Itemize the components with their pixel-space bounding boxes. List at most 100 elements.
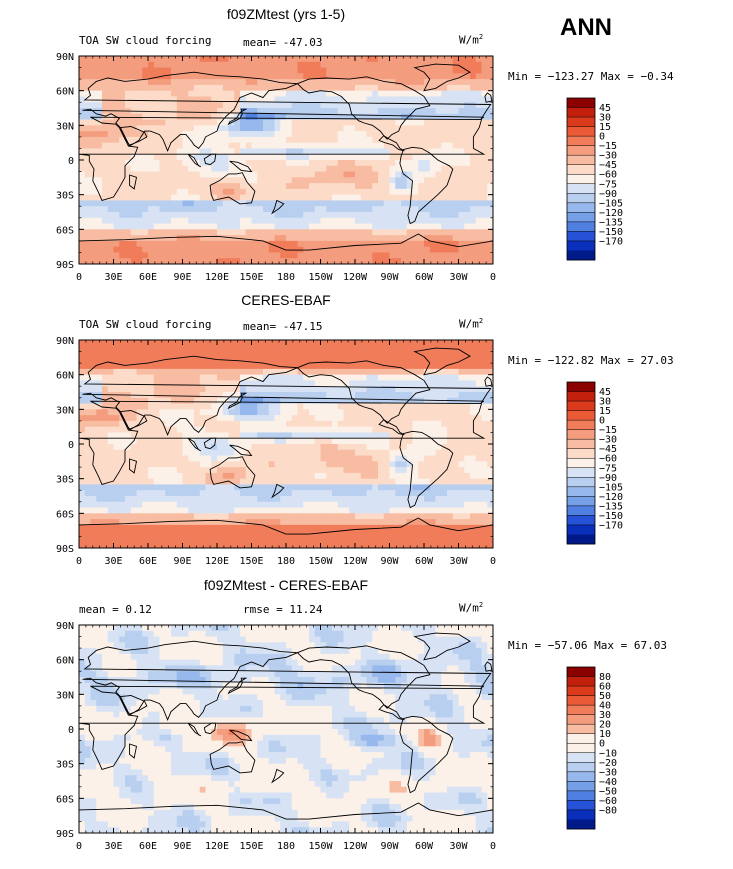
colorbar-swatch bbox=[567, 515, 595, 525]
x-tick-label: 120W bbox=[343, 841, 368, 852]
x-tick-label: 60W bbox=[415, 841, 434, 852]
y-tick-label: 60N bbox=[56, 371, 74, 382]
colorbar-swatch bbox=[567, 222, 595, 232]
colorbar-swatch bbox=[567, 250, 595, 260]
colorbar-label: −170 bbox=[599, 236, 623, 247]
colorbar-swatch bbox=[567, 819, 595, 829]
colorbar-swatch bbox=[567, 506, 595, 516]
colorbar-swatch bbox=[567, 686, 595, 696]
x-tick-label: 0 bbox=[76, 556, 82, 567]
y-tick-label: 90S bbox=[56, 829, 74, 840]
colorbar-swatch bbox=[567, 98, 595, 108]
colorbar-swatch bbox=[567, 117, 595, 127]
colorbar-label: −170 bbox=[599, 520, 623, 531]
y-tick-label: 90N bbox=[56, 336, 74, 347]
x-tick-label: 150E bbox=[239, 272, 263, 283]
x-tick-label: 30W bbox=[449, 272, 468, 283]
colorbar-swatch bbox=[567, 458, 595, 468]
colorbar-swatch bbox=[567, 439, 595, 449]
colorbar-model: 4530150−15−30−45−60−75−90−105−120−135−15… bbox=[560, 92, 680, 272]
y-tick-label: 90N bbox=[56, 52, 74, 63]
colorbar-swatch bbox=[567, 705, 595, 715]
x-tick-label: 120E bbox=[205, 841, 229, 852]
x-tick-label: 0 bbox=[490, 272, 496, 283]
colorbar-swatch bbox=[567, 411, 595, 421]
y-tick-label: 90S bbox=[56, 260, 74, 271]
x-tick-label: 90W bbox=[380, 841, 399, 852]
x-tick-label: 60W bbox=[415, 556, 434, 567]
x-tick-label: 180 bbox=[277, 556, 295, 567]
colorbar-swatch bbox=[567, 781, 595, 791]
x-tick-label: 120W bbox=[343, 272, 368, 283]
y-tick-label: 30S bbox=[56, 191, 74, 202]
x-tick-label: 180 bbox=[277, 272, 295, 283]
x-tick-label: 30E bbox=[104, 841, 122, 852]
colorbar-swatch bbox=[567, 420, 595, 430]
x-tick-label: 90E bbox=[173, 841, 191, 852]
x-tick-label: 60E bbox=[139, 556, 157, 567]
x-tick-label: 180 bbox=[277, 841, 295, 852]
colorbar-swatch bbox=[567, 534, 595, 544]
y-tick-label: 30N bbox=[56, 121, 74, 132]
y-tick-label: 30N bbox=[56, 690, 74, 701]
colorbar-swatch bbox=[567, 677, 595, 687]
colorbar-swatch bbox=[567, 146, 595, 156]
colorbar-swatch bbox=[567, 203, 595, 213]
y-tick-label: 90N bbox=[56, 621, 74, 632]
colorbar-swatch bbox=[567, 430, 595, 440]
colorbar-swatch bbox=[567, 734, 595, 744]
y-tick-label: 30N bbox=[56, 405, 74, 416]
x-tick-label: 150W bbox=[308, 556, 333, 567]
y-tick-label: 0 bbox=[68, 440, 74, 451]
x-tick-label: 60E bbox=[139, 272, 157, 283]
colorbar-swatch bbox=[567, 791, 595, 801]
x-tick-label: 30W bbox=[449, 556, 468, 567]
x-tick-label: 30E bbox=[104, 556, 122, 567]
colorbar-swatch bbox=[567, 165, 595, 175]
x-tick-label: 150E bbox=[239, 556, 263, 567]
colorbar-swatch bbox=[567, 753, 595, 763]
colorbar-swatch bbox=[567, 772, 595, 782]
colorbar-swatch bbox=[567, 667, 595, 677]
y-tick-label: 30S bbox=[56, 475, 74, 486]
colorbar-swatch bbox=[567, 382, 595, 392]
x-tick-label: 120E bbox=[205, 556, 229, 567]
colorbar-swatch bbox=[567, 241, 595, 251]
x-tick-label: 90E bbox=[173, 556, 191, 567]
colorbar-swatch bbox=[567, 136, 595, 146]
colorbar-swatch bbox=[567, 231, 595, 241]
colorbar-swatch bbox=[567, 449, 595, 459]
x-tick-label: 150E bbox=[239, 841, 263, 852]
x-tick-label: 90W bbox=[380, 272, 399, 283]
x-tick-label: 150W bbox=[308, 841, 333, 852]
x-tick-label: 0 bbox=[76, 272, 82, 283]
y-tick-label: 60S bbox=[56, 794, 74, 805]
x-tick-label: 90E bbox=[173, 272, 191, 283]
x-tick-label: 90W bbox=[380, 556, 399, 567]
colorbar-swatch bbox=[567, 810, 595, 820]
colorbar-obs: 4530150−15−30−45−60−75−90−105−120−135−15… bbox=[560, 376, 680, 556]
y-tick-label: 0 bbox=[68, 156, 74, 167]
x-tick-label: 0 bbox=[490, 841, 496, 852]
x-tick-label: 150W bbox=[308, 272, 333, 283]
x-tick-label: 30E bbox=[104, 272, 122, 283]
y-tick-label: 60N bbox=[56, 87, 74, 98]
colorbar-swatch bbox=[567, 487, 595, 497]
y-tick-label: 0 bbox=[68, 725, 74, 736]
colorbar-swatch bbox=[567, 468, 595, 478]
field-raster bbox=[79, 56, 494, 265]
colorbar-swatch bbox=[567, 724, 595, 734]
colorbar-swatch bbox=[567, 696, 595, 706]
colorbar-swatch bbox=[567, 715, 595, 725]
x-tick-label: 60W bbox=[415, 272, 434, 283]
colorbar-swatch bbox=[567, 477, 595, 487]
colorbar-swatch bbox=[567, 496, 595, 506]
x-tick-label: 30W bbox=[449, 841, 468, 852]
colorbar-swatch bbox=[567, 800, 595, 810]
colorbar-swatch bbox=[567, 212, 595, 222]
colorbar-swatch bbox=[567, 127, 595, 137]
colorbar-swatch bbox=[567, 174, 595, 184]
colorbar-swatch bbox=[567, 193, 595, 203]
x-tick-label: 0 bbox=[76, 841, 82, 852]
